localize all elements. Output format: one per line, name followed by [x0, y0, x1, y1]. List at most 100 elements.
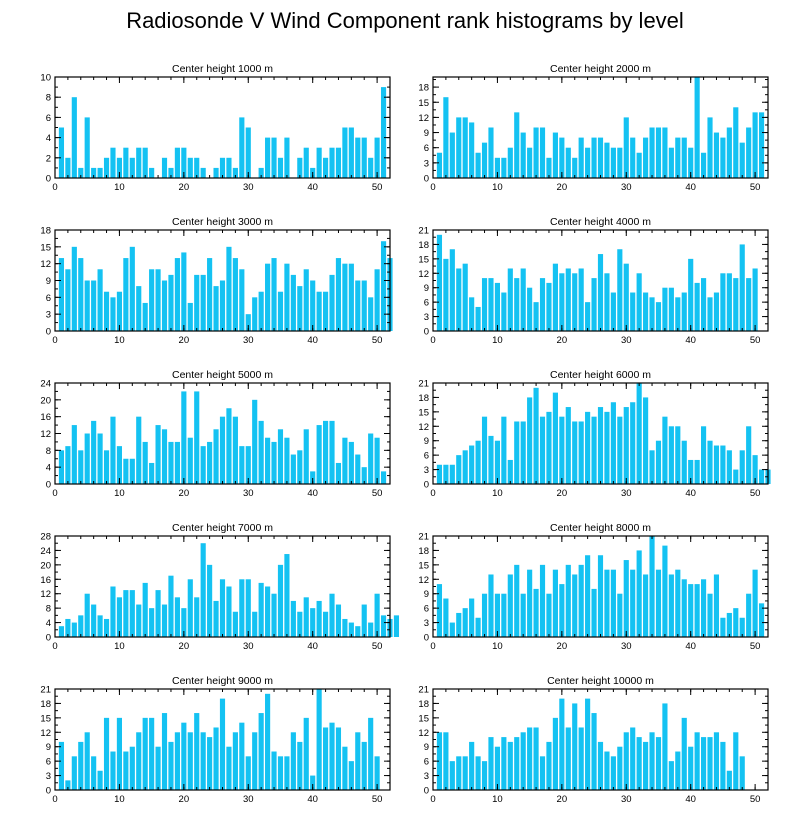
y-tick-label: 12	[40, 429, 51, 440]
bar	[71, 246, 77, 331]
bar	[546, 282, 552, 331]
bar	[323, 420, 329, 485]
x-tick-label: 0	[430, 335, 435, 346]
bar	[443, 258, 449, 331]
bar	[469, 445, 475, 484]
x-tick-label: 20	[179, 182, 190, 193]
bar	[597, 555, 604, 637]
bar	[675, 297, 681, 331]
bar	[226, 746, 232, 790]
x-tick-label: 0	[430, 488, 435, 499]
x-tick-label: 50	[750, 794, 761, 805]
bar	[572, 273, 578, 331]
bar	[559, 273, 565, 331]
bar	[232, 416, 238, 484]
y-tick-label: 3	[424, 618, 429, 629]
bar	[174, 258, 180, 331]
bar	[200, 732, 206, 790]
bar	[245, 127, 251, 178]
y-tick-label: 18	[418, 240, 429, 251]
panel-title: Center height 8000 m	[550, 522, 651, 534]
bar	[110, 147, 116, 178]
bar	[559, 416, 565, 484]
bar	[733, 469, 739, 484]
bar	[436, 464, 443, 484]
bar	[630, 402, 636, 484]
bar	[655, 302, 662, 331]
bar	[655, 440, 662, 484]
bar	[161, 280, 168, 331]
bar	[310, 471, 316, 485]
bar	[739, 756, 745, 790]
bar	[84, 117, 90, 178]
bar	[539, 278, 546, 331]
x-tick-label: 50	[372, 641, 383, 652]
bar	[597, 254, 604, 331]
bar	[527, 569, 533, 637]
bar	[342, 437, 348, 484]
bar	[533, 387, 539, 484]
bar	[355, 454, 361, 484]
bar	[245, 756, 251, 790]
bar	[129, 458, 135, 484]
bar	[78, 167, 84, 178]
bar	[335, 604, 342, 637]
bar	[303, 147, 309, 178]
bar	[701, 152, 707, 178]
bar	[501, 737, 507, 790]
bar	[149, 462, 155, 484]
bar	[539, 564, 546, 637]
bar	[643, 741, 649, 790]
bar	[277, 564, 284, 637]
bar	[65, 446, 71, 485]
bar	[368, 157, 374, 178]
x-tick-label: 20	[179, 335, 190, 346]
bar	[97, 269, 103, 331]
bar	[194, 597, 200, 637]
y-tick-label: 3	[424, 465, 429, 476]
bar	[507, 147, 513, 178]
x-tick-label: 10	[114, 794, 125, 805]
bar	[97, 433, 103, 484]
bar	[456, 117, 462, 178]
y-tick-label: 12	[40, 589, 51, 600]
bar	[71, 622, 77, 637]
bar	[200, 446, 206, 485]
bar	[116, 291, 122, 331]
y-tick-label: 24	[40, 379, 51, 390]
bar	[194, 391, 200, 484]
bar	[604, 411, 610, 484]
bar	[123, 590, 129, 637]
bar	[380, 471, 387, 485]
bar	[643, 137, 649, 178]
bar	[552, 392, 558, 484]
y-tick-label: 9	[424, 283, 429, 294]
x-tick-label: 40	[307, 794, 318, 805]
bar	[481, 278, 488, 331]
bar	[123, 147, 129, 178]
bar	[488, 737, 494, 790]
y-tick-label: 6	[46, 293, 51, 304]
bar	[316, 147, 322, 178]
bar	[617, 416, 623, 484]
bar	[591, 713, 597, 790]
bar	[565, 268, 571, 331]
bar	[187, 437, 193, 484]
bar	[507, 741, 513, 790]
bar	[701, 579, 707, 637]
bar	[578, 268, 584, 331]
x-tick-label: 20	[557, 641, 568, 652]
x-tick-label: 0	[430, 182, 435, 193]
bar	[161, 429, 168, 484]
bar	[494, 282, 500, 331]
bar	[361, 137, 367, 178]
bar	[688, 746, 694, 790]
bar	[565, 727, 571, 790]
bar	[136, 416, 142, 484]
bar	[252, 297, 258, 331]
bar	[546, 593, 552, 637]
y-tick-label: 4	[46, 618, 51, 629]
bar	[65, 157, 71, 178]
y-tick-label: 15	[418, 713, 429, 724]
